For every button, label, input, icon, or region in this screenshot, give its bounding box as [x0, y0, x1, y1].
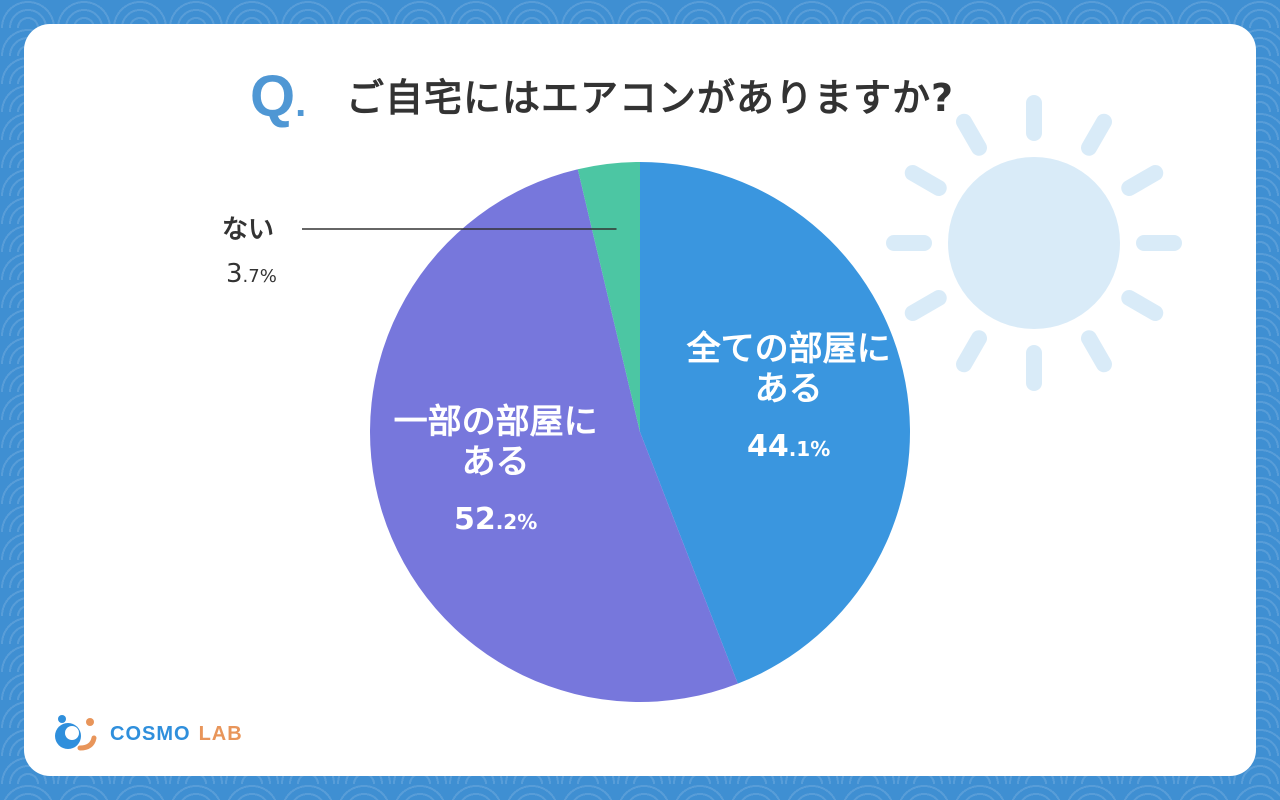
slice-value-1: 52.2%	[454, 502, 537, 537]
pie-slice-1	[369, 169, 738, 703]
slice-value-frac-2: .7%	[243, 266, 277, 287]
slice-label-2-line-0: ない	[222, 215, 274, 245]
slice-value-frac-0: .1%	[789, 437, 831, 461]
slice-value-2: 3.7%	[226, 259, 277, 289]
logo-text-sub: LAB	[198, 722, 243, 745]
slice-label-1-line-1: ある	[462, 442, 530, 482]
question-mark-q: Q.	[250, 68, 306, 126]
slice-value-int-1: 52	[454, 502, 496, 537]
slice-label-0-line-0: 全ての部屋に	[686, 329, 891, 369]
content-card: Q. ご自宅にはエアコンがありますか? 全ての部屋に ある 44.1% 一部の部屋にあ…	[24, 24, 1256, 776]
slice-value-frac-1: .2%	[496, 510, 538, 534]
logo-text-main: COSMO	[110, 722, 191, 745]
slice-label-1-line-0: 一部の部屋に	[394, 402, 598, 442]
cosmo-lab-logo: COSMO LAB	[50, 714, 243, 754]
q-letter: Q	[250, 64, 296, 129]
slice-value-0: 44.1%	[747, 429, 830, 464]
logo-icon	[55, 715, 97, 751]
slice-label-0-line-1: ある	[755, 369, 823, 409]
sun-icon	[886, 95, 1182, 391]
slice-value-int-2: 3	[226, 259, 243, 289]
question-title: ご自宅にはエアコンがありますか?	[346, 76, 955, 120]
q-dot: .	[295, 81, 307, 125]
pie-slice-0	[640, 162, 910, 684]
slice-value-int-0: 44	[747, 429, 789, 464]
